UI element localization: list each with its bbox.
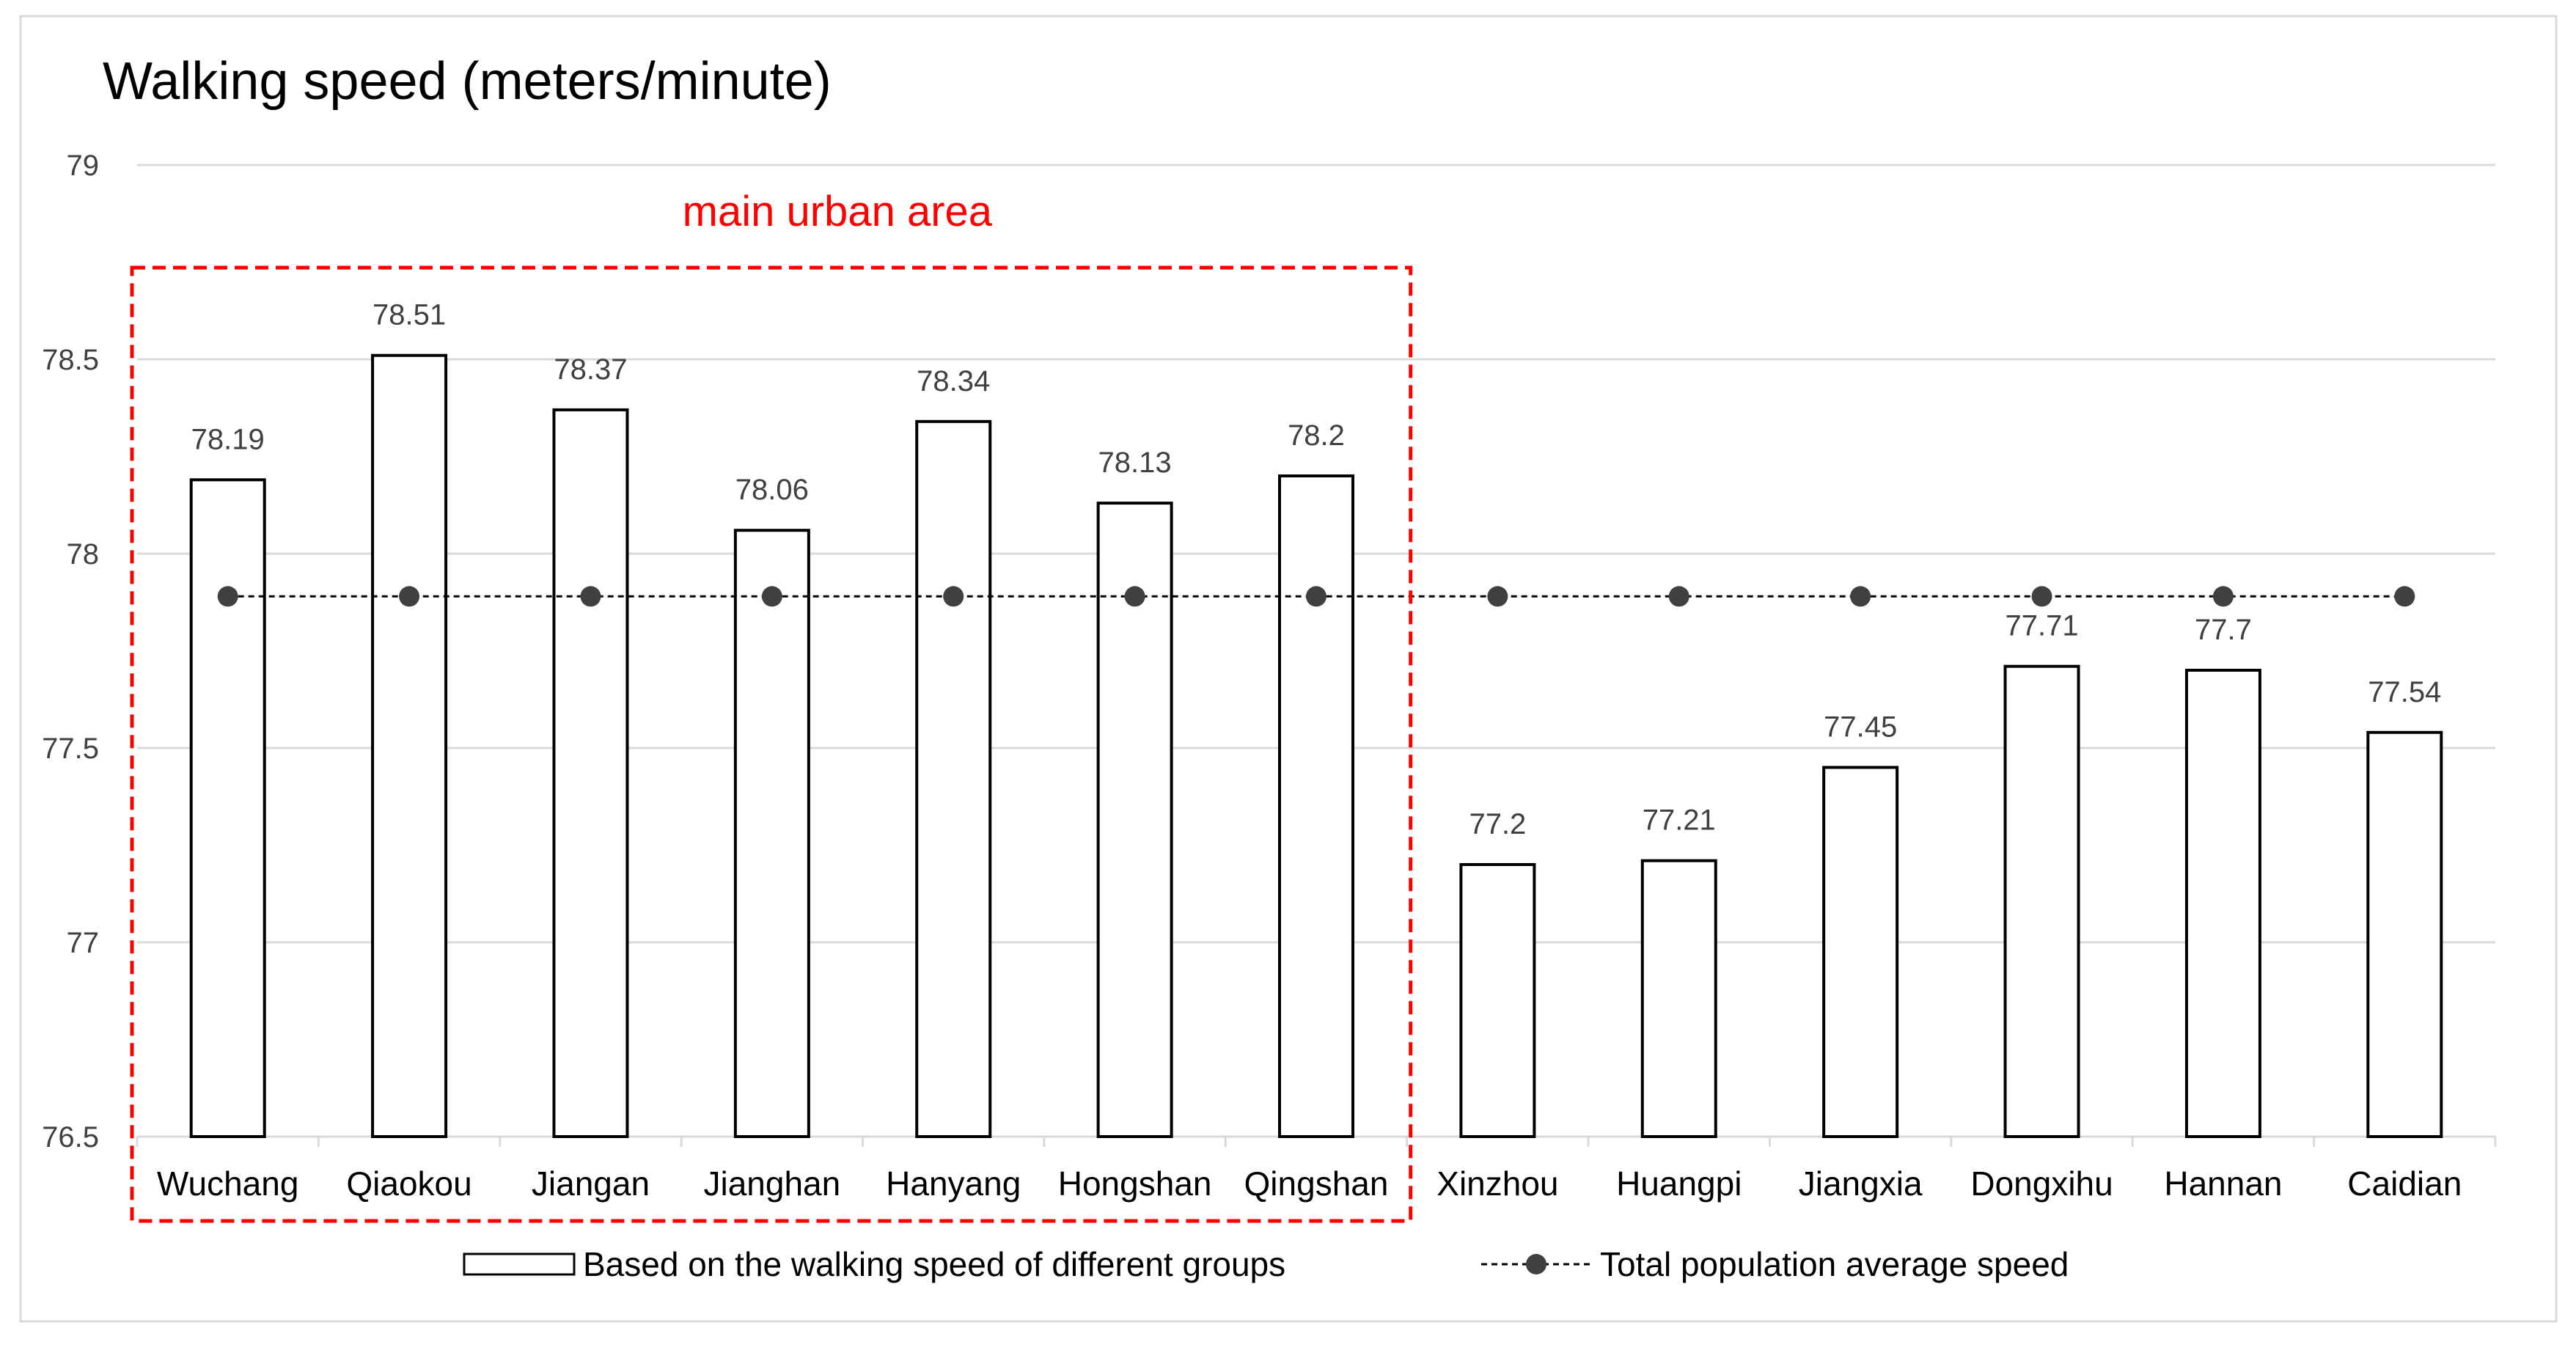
data-label: 78.34 [917, 365, 990, 397]
y-tick-label: 77 [67, 927, 100, 959]
data-label: 78.13 [1098, 447, 1172, 479]
x-category-label: Hanyang [886, 1164, 1021, 1203]
bar-dongxihu [2003, 664, 2080, 1138]
legend-bar-swatch [463, 1252, 576, 1276]
data-label: 77.21 [1643, 804, 1716, 837]
y-tick-label: 76.5 [42, 1121, 99, 1153]
y-tick-label: 78.5 [42, 344, 99, 376]
data-label: 77.7 [2195, 614, 2252, 646]
x-category-label: Xinzhou [1436, 1164, 1558, 1203]
data-label: 77.2 [1469, 808, 1526, 840]
data-label: 78.06 [735, 474, 809, 506]
x-category-label: Qiaokou [346, 1164, 471, 1203]
bar-xinzhou [1459, 863, 1536, 1138]
data-label: 77.54 [2368, 676, 2441, 708]
average-marker [2031, 586, 2052, 607]
bar-qiaokou [371, 353, 448, 1139]
bar-hongshan [1096, 502, 1173, 1138]
y-tick-label: 78 [67, 538, 100, 571]
legend-bar-label: Based on the walking speed of different … [583, 1245, 1285, 1283]
average-marker [1487, 586, 1508, 607]
main-urban-area-box [130, 265, 1413, 1223]
bar-qingshan [1278, 474, 1354, 1138]
x-category-label: Caidian [2347, 1164, 2462, 1203]
y-tick-label: 79 [67, 150, 100, 182]
x-axis-tick-marks [136, 1137, 2497, 1147]
average-marker [2394, 586, 2415, 607]
bar-jiangxia [1822, 766, 1899, 1138]
average-marker [1306, 586, 1326, 607]
legend-line-label: Total population average speed [1600, 1245, 2069, 1283]
data-label: 78.2 [1288, 419, 1345, 452]
x-category-label: Hongshan [1058, 1164, 1212, 1203]
data-label: 77.45 [1824, 711, 1897, 744]
bar-caidian [2366, 730, 2443, 1138]
x-category-label: Hannan [2164, 1164, 2282, 1203]
x-axis-category-labels: Wuchang Qiaokou Jiangan Jianghan Hanyang Hong… [157, 1164, 2462, 1203]
x-category-label: Jianghan [703, 1164, 840, 1203]
legend: Based on the walking speed of different … [463, 1245, 2069, 1283]
y-tick-label: 77.5 [42, 733, 99, 765]
average-marker [1124, 586, 1145, 607]
x-category-label: Jiangxia [1799, 1164, 1923, 1203]
y-axis-tick-labels: 76.5 77 77.5 78 78.5 79 [42, 150, 99, 1153]
average-marker [761, 586, 782, 607]
bar-hannan [2184, 669, 2261, 1138]
x-category-label: Dongxihu [1970, 1164, 2113, 1203]
x-category-label: Jiangan [532, 1164, 650, 1203]
bar-wuchang [189, 478, 266, 1138]
average-line-series [217, 586, 2415, 607]
legend-line-marker [1526, 1254, 1546, 1274]
average-marker [399, 586, 420, 607]
average-marker [1668, 586, 1689, 607]
data-label: 78.51 [373, 299, 446, 331]
data-label: 78.37 [554, 353, 627, 386]
average-marker [1850, 586, 1871, 607]
average-marker [580, 586, 601, 607]
x-category-label: Qingshan [1244, 1164, 1389, 1203]
bar-huangpi [1640, 859, 1717, 1138]
x-category-label: Wuchang [157, 1164, 299, 1203]
bar-series [189, 353, 2443, 1139]
average-marker [943, 586, 964, 607]
bar-jiangan [552, 408, 629, 1138]
data-label: 78.19 [191, 423, 265, 455]
bar-data-labels: 78.19 78.51 78.37 78.06 78.34 78.13 78.2 77.2 77… [191, 299, 2442, 840]
bar-hanyang [915, 419, 992, 1138]
average-marker [2212, 586, 2234, 607]
data-label: 77.71 [2005, 610, 2078, 642]
main-urban-area-label: main urban area [683, 188, 993, 235]
x-category-label: Huangpi [1616, 1164, 1742, 1203]
bar-jianghan [733, 529, 810, 1138]
average-marker [217, 586, 238, 607]
chart-title: Walking speed (meters/minute) [103, 52, 832, 111]
